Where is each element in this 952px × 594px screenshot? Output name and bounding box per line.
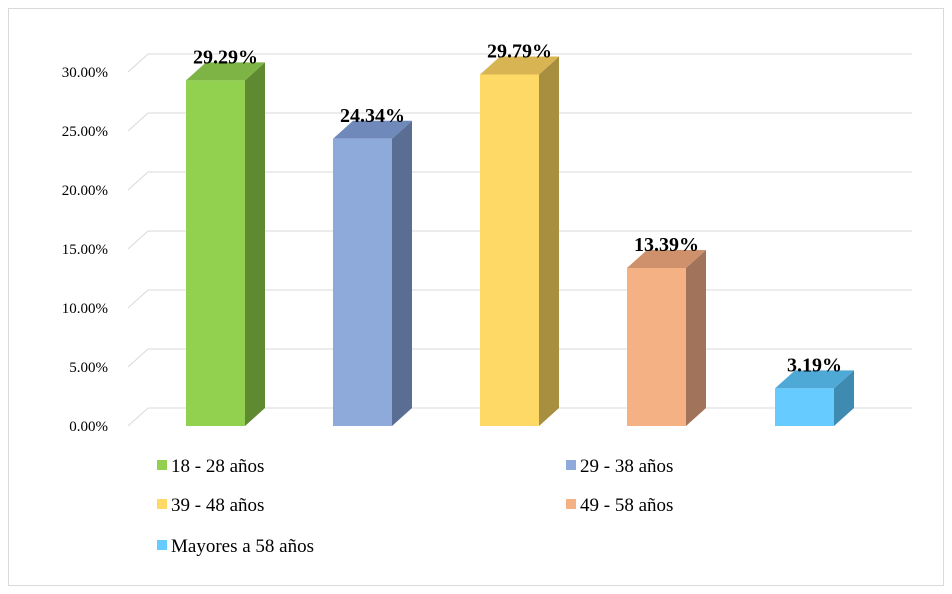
legend-item: 49 - 58 años bbox=[566, 495, 673, 516]
gridline-depth bbox=[127, 289, 149, 309]
legend-swatch bbox=[566, 460, 576, 470]
data-label: 29.29% bbox=[193, 46, 258, 68]
y-tick-label: 20.00% bbox=[62, 183, 108, 199]
legend-item: 18 - 28 años bbox=[157, 456, 264, 477]
legend-swatch bbox=[157, 460, 167, 470]
bar-top bbox=[627, 249, 706, 268]
legend-swatch bbox=[566, 499, 576, 509]
data-label: 24.34% bbox=[340, 105, 405, 127]
bar bbox=[627, 249, 706, 426]
legend-label: 18 - 28 años bbox=[171, 456, 264, 477]
chart-frame bbox=[8, 8, 944, 586]
bar-front bbox=[186, 80, 245, 427]
bar-side bbox=[834, 370, 854, 426]
bar-top bbox=[775, 370, 854, 389]
bar bbox=[480, 56, 559, 427]
gridline-depth bbox=[127, 112, 149, 132]
legend-item: Mayores a 58 años bbox=[157, 536, 314, 557]
data-label: 29.79% bbox=[487, 40, 552, 62]
bar-front bbox=[627, 267, 686, 426]
legend-swatch bbox=[157, 499, 167, 509]
legend-item: 29 - 38 años bbox=[566, 456, 673, 477]
bar-front bbox=[333, 138, 392, 426]
y-axis-tick-labels: 0.00% 5.00% 10.00% 15.00% 20.00% 25.00% 30.00% bbox=[62, 65, 108, 435]
gridline-depth bbox=[127, 407, 149, 427]
bar bbox=[333, 120, 412, 427]
bar-top bbox=[333, 120, 412, 139]
y-tick-label: 0.00% bbox=[69, 419, 108, 435]
legend-swatch bbox=[157, 540, 167, 550]
legend-item: 39 - 48 años bbox=[157, 495, 264, 516]
y-tick-label: 10.00% bbox=[62, 301, 108, 317]
bars bbox=[186, 56, 854, 427]
legend-label: Mayores a 58 años bbox=[171, 536, 314, 557]
gridline-depth bbox=[127, 53, 149, 73]
bar-side bbox=[245, 62, 265, 427]
data-label: 13.39% bbox=[634, 234, 699, 256]
y-tick-label: 30.00% bbox=[62, 65, 108, 81]
gridline-depth bbox=[127, 230, 149, 250]
gridline-depth bbox=[127, 348, 149, 368]
bar-top bbox=[480, 56, 559, 75]
bar-side bbox=[392, 120, 412, 427]
data-label: 3.19% bbox=[787, 354, 842, 376]
y-tick-label: 15.00% bbox=[62, 242, 108, 258]
bar-front bbox=[480, 74, 539, 426]
legend-label: 39 - 48 años bbox=[171, 495, 264, 516]
legend-label: 29 - 38 años bbox=[580, 456, 673, 477]
legend-label: 49 - 58 años bbox=[580, 495, 673, 516]
y-tick-label: 5.00% bbox=[69, 360, 108, 376]
legend: 18 - 28 años 29 - 38 años 39 - 48 años 49 -… bbox=[157, 456, 673, 557]
bar-side bbox=[686, 249, 706, 426]
bar-top bbox=[186, 62, 265, 81]
bar-side bbox=[539, 56, 559, 427]
bar-front bbox=[775, 388, 834, 426]
gridline-depth bbox=[127, 171, 149, 191]
bar bbox=[775, 370, 854, 426]
y-tick-label: 25.00% bbox=[62, 124, 108, 140]
bar bbox=[186, 62, 265, 427]
data-labels: 29.29% 24.34% 29.79% 13.39% 3.19% bbox=[193, 40, 842, 376]
